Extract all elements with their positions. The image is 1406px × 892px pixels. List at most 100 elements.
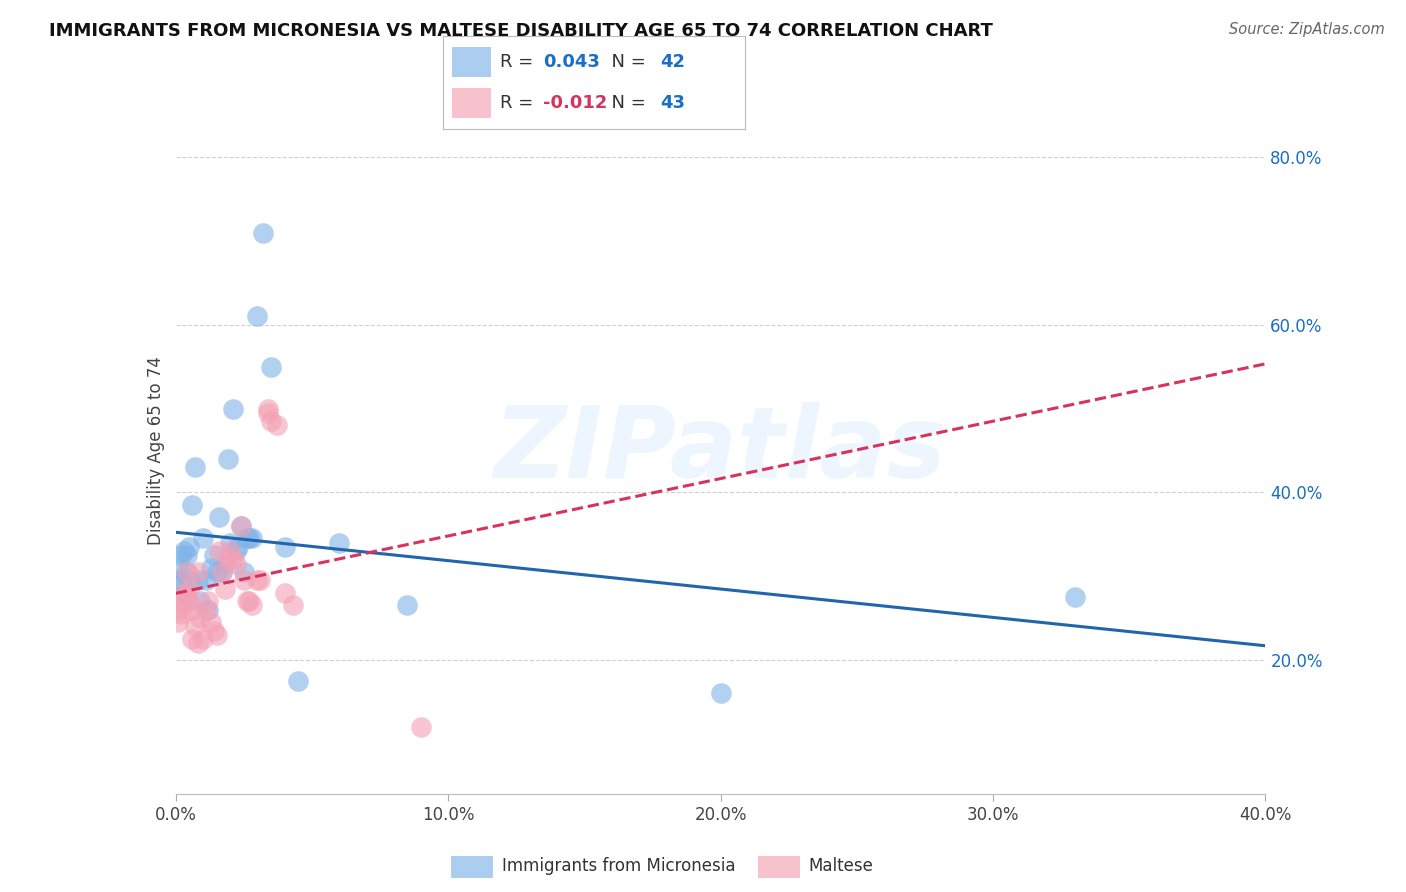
Text: N =: N = (600, 53, 651, 70)
Text: N =: N = (600, 95, 651, 112)
Text: IMMIGRANTS FROM MICRONESIA VS MALTESE DISABILITY AGE 65 TO 74 CORRELATION CHART: IMMIGRANTS FROM MICRONESIA VS MALTESE DI… (49, 22, 993, 40)
Point (181, 602, 204, 616)
Point (219, 535, 242, 549)
Point (238, 594, 260, 608)
Point (208, 510, 231, 524)
Point (194, 602, 217, 616)
Point (260, 414, 283, 428)
Text: R =: R = (501, 53, 540, 70)
Text: Immigrants from Micronesia: Immigrants from Micronesia (502, 857, 735, 875)
Point (176, 565, 198, 579)
Point (235, 532, 257, 546)
Bar (758, 856, 800, 878)
Point (211, 565, 233, 579)
Point (228, 540, 250, 554)
Point (281, 599, 304, 613)
Point (173, 586, 195, 600)
Point (173, 586, 195, 600)
Point (167, 560, 190, 574)
Point (274, 540, 297, 554)
Point (246, 574, 269, 588)
Text: R =: R = (501, 95, 540, 112)
Point (257, 406, 280, 420)
Point (240, 599, 263, 613)
Point (200, 615, 222, 630)
Point (246, 310, 269, 324)
Bar (451, 88, 491, 118)
Point (252, 226, 274, 240)
Y-axis label: Disability Age 65 to 74: Disability Age 65 to 74 (146, 356, 165, 545)
Point (328, 535, 350, 549)
Point (197, 594, 219, 608)
Point (181, 498, 204, 512)
Point (170, 607, 193, 621)
Point (194, 574, 217, 588)
Point (186, 565, 209, 579)
Point (176, 548, 198, 562)
Point (208, 544, 231, 558)
Point (238, 532, 260, 546)
Point (409, 720, 432, 734)
Point (240, 532, 263, 546)
Text: 0.043: 0.043 (543, 53, 599, 70)
Point (274, 586, 297, 600)
Text: -0.012: -0.012 (543, 95, 607, 112)
Point (205, 565, 228, 579)
Point (170, 594, 193, 608)
Point (179, 574, 201, 588)
Point (214, 557, 236, 571)
Point (167, 574, 190, 588)
Point (232, 565, 254, 579)
Point (211, 565, 233, 579)
Point (186, 574, 209, 588)
Point (222, 401, 245, 416)
Point (396, 599, 419, 613)
Point (167, 602, 190, 616)
Point (710, 686, 733, 700)
Point (179, 540, 201, 554)
Point (217, 552, 239, 566)
Point (231, 519, 253, 533)
Point (231, 519, 253, 533)
Point (184, 619, 207, 633)
Point (184, 460, 207, 475)
Point (179, 594, 201, 608)
Text: Maltese: Maltese (808, 857, 873, 875)
Point (188, 594, 211, 608)
Text: ZIPatlas: ZIPatlas (494, 402, 948, 499)
Point (191, 632, 214, 646)
Point (235, 594, 257, 608)
Point (179, 582, 201, 596)
Point (266, 418, 288, 433)
Point (197, 602, 219, 616)
Point (176, 590, 198, 604)
Text: 42: 42 (661, 53, 686, 70)
Point (287, 673, 309, 688)
Point (170, 548, 193, 562)
Text: Source: ZipAtlas.com: Source: ZipAtlas.com (1229, 22, 1385, 37)
Point (202, 548, 225, 562)
Bar (451, 856, 492, 878)
Point (186, 636, 209, 650)
Point (232, 574, 254, 588)
Text: 43: 43 (661, 95, 686, 112)
Point (219, 544, 242, 558)
Point (202, 624, 225, 638)
Point (214, 582, 236, 596)
Point (167, 615, 190, 630)
Point (1063, 590, 1085, 604)
Point (225, 544, 247, 558)
Bar (451, 47, 491, 77)
Point (173, 599, 195, 613)
Point (225, 557, 247, 571)
Point (176, 565, 198, 579)
Point (217, 451, 239, 466)
Point (173, 544, 195, 558)
Point (222, 552, 245, 566)
Point (188, 611, 211, 625)
Point (260, 359, 283, 374)
Point (249, 574, 271, 588)
Point (191, 532, 214, 546)
Point (170, 577, 193, 591)
Point (257, 401, 280, 416)
